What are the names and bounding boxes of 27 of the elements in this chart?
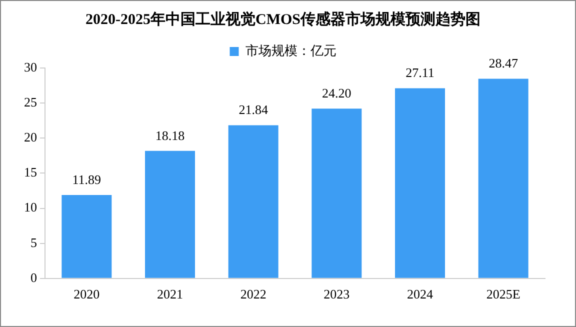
y-tick-label: 25	[24, 94, 37, 110]
bar	[228, 125, 278, 278]
y-tick-label: 10	[24, 200, 37, 215]
x-tick-label: 2024	[407, 286, 434, 302]
bar	[395, 88, 445, 278]
y-tick-label: 5	[30, 234, 37, 250]
data-label: 28.47	[488, 56, 518, 71]
y-tick-label: 0	[30, 270, 37, 285]
x-tick-label: 2021	[157, 286, 183, 302]
y-tick-label: 15	[24, 164, 37, 180]
x-tick-label: 2020	[74, 286, 100, 302]
data-label: 11.89	[72, 172, 102, 187]
bar	[62, 195, 112, 278]
y-tick-label: 30	[24, 59, 37, 74]
chart-title: 2020-2025年中国工业视觉CMOS传感器市场规模预测趋势图	[86, 10, 480, 28]
x-tick-label: 2023	[324, 286, 350, 302]
bar	[312, 108, 362, 278]
data-label: 18.18	[155, 128, 185, 143]
y-tick-label: 20	[24, 130, 37, 145]
bar	[478, 78, 528, 278]
data-label: 27.11	[406, 65, 434, 80]
legend-label: 市场规模：亿元	[245, 42, 336, 58]
x-tick-label: 2022	[240, 286, 266, 302]
x-tick-label: 2025E	[486, 286, 520, 302]
data-label: 21.84	[238, 102, 268, 118]
data-label: 24.20	[322, 86, 352, 101]
bar	[145, 150, 195, 278]
